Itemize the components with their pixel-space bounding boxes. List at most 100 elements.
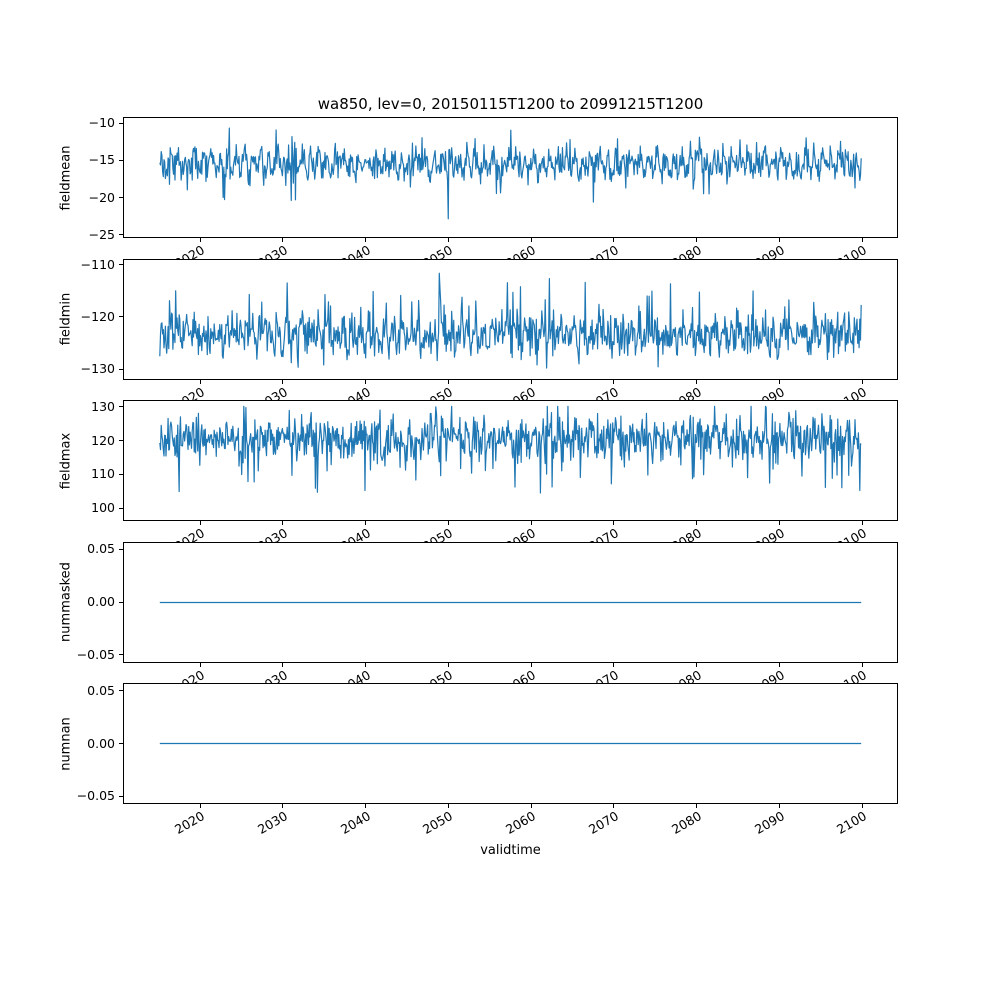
y-tick [119,122,123,124]
plot-area-svg [159,127,862,220]
plot-area-svg [159,405,862,494]
x-tick [696,238,698,242]
x-tick [861,521,863,525]
y-tick [119,264,123,266]
x-tick [696,662,698,667]
y-tick-label: −15 [88,152,115,168]
x-tick [282,379,284,384]
x-tick [365,521,367,525]
plot-area-svg [159,742,862,745]
y-tick-label: −120 [80,308,115,324]
x-tick [696,379,698,384]
x-tick [530,804,532,808]
x-tick [365,804,367,808]
x-tick [530,662,532,667]
x-tick [199,662,201,667]
series-line [159,127,862,220]
x-tick [530,521,532,525]
x-tick [447,521,449,525]
y-tick [119,654,123,656]
y-tick [119,601,123,603]
y-tick [119,197,123,199]
x-tick-label: 2080 [668,808,704,838]
y-tick-label: 0.00 [87,594,115,609]
series-line [159,272,862,369]
x-tick [613,238,615,242]
y-tick [119,159,123,161]
y-tick-label: −10 [88,115,115,131]
x-tick [613,521,615,525]
y-tick-label: 120 [91,432,115,448]
y-tick-label: −130 [80,361,115,377]
x-tick [613,804,615,808]
y-tick [119,440,123,442]
x-tick [199,521,201,525]
x-tick-label: 2030 [254,808,290,838]
series-line [159,405,862,494]
y-tick-label: 130 [91,398,115,414]
x-tick [779,521,781,525]
x-tick [365,238,367,242]
y-tick-label: 0.00 [87,735,115,751]
x-axis-label: validtime [480,843,541,858]
x-tick [365,662,367,667]
y-tick [119,473,123,475]
y-tick-label: −110 [80,256,115,272]
y-tick [119,548,123,550]
x-tick [199,238,201,242]
x-tick [282,521,284,525]
x-tick [282,662,284,667]
subplot-axes-fieldmean [123,117,898,238]
y-tick [119,368,123,370]
x-tick [861,379,863,384]
y-tick [119,316,123,318]
y-tick-label: −0.05 [76,788,115,804]
x-tick-label: 2020 [171,808,207,838]
subplot-axes-nummasked [123,541,898,663]
y-tick-label: −0.05 [76,646,115,662]
x-tick [696,521,698,525]
x-tick-label: 2070 [585,808,621,838]
plot-area-svg [159,272,862,369]
x-tick [779,662,781,667]
x-tick [861,804,863,808]
x-tick-label: 2060 [503,808,539,838]
x-tick [861,238,863,242]
y-tick [119,743,123,744]
y-tick-label: 110 [91,466,115,482]
x-tick [282,238,284,242]
y-tick [119,795,123,797]
x-tick [861,662,863,667]
x-tick-label: 2090 [751,808,787,838]
y-tick [119,234,123,236]
x-tick [447,804,449,808]
y-tick-label: −20 [88,189,115,205]
x-tick [199,379,201,384]
chart-title: wa850, lev=0, 20150115T1200 to 20991215T… [317,95,704,113]
x-tick [282,804,284,808]
x-tick [696,804,698,808]
x-tick-label: 2050 [420,808,456,838]
y-tick [119,507,123,509]
x-tick [530,238,532,242]
x-tick [779,804,781,808]
subplot-axes-numnan [123,683,898,804]
x-tick-label: 2040 [337,808,373,838]
y-tick-label: −25 [88,226,115,242]
y-tick [119,406,123,408]
x-tick [447,379,449,384]
x-tick [365,379,367,384]
x-tick [613,662,615,667]
y-tick-label: 0.05 [87,682,115,698]
y-tick-label: 100 [91,500,115,516]
y-tick [119,690,123,692]
x-tick [199,804,201,808]
x-tick [613,379,615,384]
plot-area-svg [159,601,862,603]
x-tick [530,379,532,384]
x-tick [447,662,449,667]
subplot-axes-fieldmin [123,258,898,380]
x-tick [779,238,781,242]
x-tick [447,238,449,242]
